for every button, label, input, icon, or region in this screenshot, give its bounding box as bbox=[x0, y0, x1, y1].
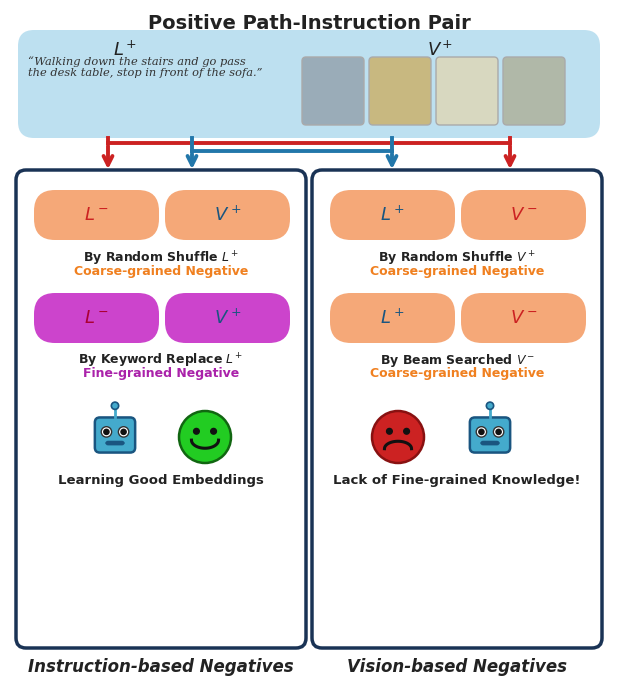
FancyBboxPatch shape bbox=[503, 57, 565, 125]
Text: By Beam Searched $\mathbf{\it{V}}^-$: By Beam Searched $\mathbf{\it{V}}^-$ bbox=[379, 352, 535, 369]
Circle shape bbox=[179, 411, 231, 463]
Text: $\mathbf{\it{L}}^+$: $\mathbf{\it{L}}^+$ bbox=[113, 40, 137, 59]
FancyBboxPatch shape bbox=[461, 293, 586, 343]
Text: $V^-$: $V^-$ bbox=[510, 206, 537, 224]
FancyBboxPatch shape bbox=[302, 57, 364, 125]
FancyBboxPatch shape bbox=[480, 440, 500, 445]
Text: By Random Shuffle $\mathbf{\it{V}}^+$: By Random Shuffle $\mathbf{\it{V}}^+$ bbox=[378, 250, 536, 268]
Text: Learning Good Embeddings: Learning Good Embeddings bbox=[58, 474, 264, 487]
FancyBboxPatch shape bbox=[165, 190, 290, 240]
Circle shape bbox=[486, 402, 494, 410]
Text: Vision-based Negatives: Vision-based Negatives bbox=[347, 658, 567, 676]
Circle shape bbox=[193, 429, 199, 434]
Text: $L^+$: $L^+$ bbox=[380, 309, 405, 327]
Text: Lack of Fine-grained Knowledge!: Lack of Fine-grained Knowledge! bbox=[333, 474, 581, 487]
Text: $V^+$: $V^+$ bbox=[214, 309, 241, 327]
Circle shape bbox=[211, 429, 216, 434]
Circle shape bbox=[372, 411, 424, 463]
FancyBboxPatch shape bbox=[470, 417, 510, 452]
Text: By Random Shuffle $\mathbf{\it{L}}^+$: By Random Shuffle $\mathbf{\it{L}}^+$ bbox=[83, 250, 239, 268]
FancyBboxPatch shape bbox=[18, 30, 600, 138]
FancyBboxPatch shape bbox=[95, 417, 135, 452]
Circle shape bbox=[111, 402, 119, 410]
FancyBboxPatch shape bbox=[461, 190, 586, 240]
Circle shape bbox=[101, 426, 112, 437]
FancyBboxPatch shape bbox=[34, 293, 159, 343]
Text: Coarse-grained Negative: Coarse-grained Negative bbox=[74, 265, 248, 278]
FancyBboxPatch shape bbox=[34, 190, 159, 240]
Text: Fine-grained Negative: Fine-grained Negative bbox=[83, 367, 239, 380]
Text: “Walking down the stairs and go pass
the desk table, stop in front of the sofa.”: “Walking down the stairs and go pass the… bbox=[28, 56, 263, 78]
Text: By Keyword Replace $\mathbf{\it{L}}^+$: By Keyword Replace $\mathbf{\it{L}}^+$ bbox=[78, 352, 243, 371]
FancyBboxPatch shape bbox=[165, 293, 290, 343]
Circle shape bbox=[121, 429, 126, 434]
Circle shape bbox=[404, 429, 410, 434]
Circle shape bbox=[119, 426, 129, 437]
FancyBboxPatch shape bbox=[369, 57, 431, 125]
FancyBboxPatch shape bbox=[330, 293, 455, 343]
Circle shape bbox=[476, 426, 486, 437]
Text: Coarse-grained Negative: Coarse-grained Negative bbox=[370, 265, 544, 278]
Circle shape bbox=[493, 426, 504, 437]
FancyBboxPatch shape bbox=[330, 190, 455, 240]
Text: Coarse-grained Negative: Coarse-grained Negative bbox=[370, 367, 544, 380]
Text: $V^-$: $V^-$ bbox=[510, 309, 537, 327]
Text: $L^+$: $L^+$ bbox=[380, 205, 405, 225]
Text: $V^+$: $V^+$ bbox=[214, 205, 241, 225]
Circle shape bbox=[387, 429, 392, 434]
Text: $L^-$: $L^-$ bbox=[84, 309, 109, 327]
FancyBboxPatch shape bbox=[16, 170, 306, 648]
FancyBboxPatch shape bbox=[436, 57, 498, 125]
Circle shape bbox=[479, 429, 484, 434]
Circle shape bbox=[496, 429, 501, 434]
Text: $L^-$: $L^-$ bbox=[84, 206, 109, 224]
Text: Positive Path-Instruction Pair: Positive Path-Instruction Pair bbox=[148, 14, 470, 33]
Text: Instruction-based Negatives: Instruction-based Negatives bbox=[28, 658, 294, 676]
Text: $\mathbf{\it{V}}^+$: $\mathbf{\it{V}}^+$ bbox=[427, 40, 453, 59]
FancyBboxPatch shape bbox=[312, 170, 602, 648]
FancyBboxPatch shape bbox=[105, 440, 125, 445]
Circle shape bbox=[104, 429, 109, 434]
